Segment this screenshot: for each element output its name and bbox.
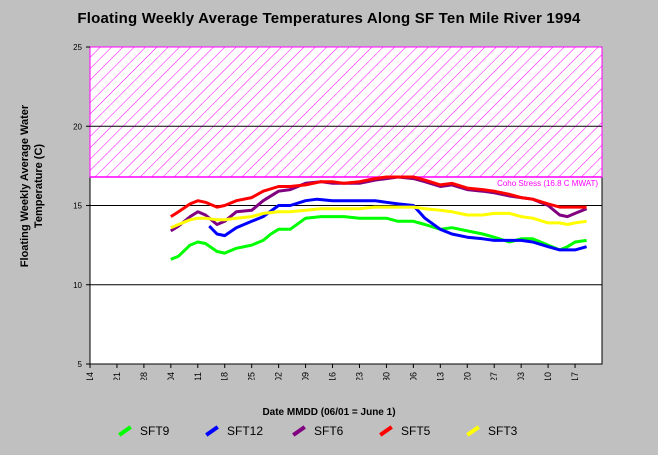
x-tick-label: 07/09 bbox=[301, 372, 311, 380]
legend-swatch bbox=[292, 425, 306, 437]
x-tick-label: 09/17 bbox=[570, 372, 580, 380]
x-axis-label: Date MMDD (06/01 = June 1) bbox=[262, 407, 396, 418]
chart-plot: Coho Stress (16.8 C MWAT) 5 10 15 20 25 05/14… bbox=[73, 43, 603, 380]
legend-swatch bbox=[118, 425, 132, 437]
legend-swatch bbox=[466, 425, 480, 437]
legend-label: SFT9 bbox=[140, 424, 170, 438]
legend-item-sft12: SFT12 bbox=[205, 424, 292, 438]
x-tick-label: 09/03 bbox=[516, 372, 526, 380]
legend-item-sft9: SFT9 bbox=[118, 424, 205, 438]
legend-label: SFT12 bbox=[227, 424, 264, 438]
y-tick-label: 15 bbox=[73, 202, 82, 211]
legend-item-sft6: SFT6 bbox=[292, 424, 379, 438]
x-tick-label: 06/18 bbox=[220, 372, 230, 380]
chart-title: Floating Weekly Average Temperatures Alo… bbox=[77, 10, 581, 27]
x-tick-label: 05/21 bbox=[112, 372, 122, 380]
x-tick-label: 07/02 bbox=[274, 372, 284, 380]
x-tick-label: 05/14 bbox=[85, 372, 95, 380]
y-tick-label: 10 bbox=[73, 281, 82, 290]
x-tick-label: 08/20 bbox=[462, 372, 472, 380]
x-tick-label: 07/23 bbox=[354, 372, 364, 380]
stress-hatch-region bbox=[89, 46, 603, 178]
legend-swatch bbox=[379, 425, 393, 437]
x-tick-label: 08/27 bbox=[489, 372, 499, 380]
y-tick-label: 5 bbox=[78, 360, 83, 369]
x-tick-label: 06/11 bbox=[193, 372, 203, 380]
x-tick-label: 06/25 bbox=[247, 372, 257, 380]
legend-swatch bbox=[205, 425, 219, 437]
legend-label: SFT6 bbox=[314, 424, 344, 438]
y-tick-label: 20 bbox=[73, 122, 82, 131]
x-tick-label: 07/16 bbox=[328, 372, 338, 380]
series-line-sft9 bbox=[170, 215, 587, 261]
x-tick-label: 07/30 bbox=[381, 372, 391, 380]
x-tick-label: 08/13 bbox=[435, 372, 445, 380]
series-line-sft3 bbox=[170, 205, 587, 230]
x-tick-label: 05/28 bbox=[139, 372, 149, 380]
x-tick-label: 06/04 bbox=[166, 372, 176, 380]
legend-item-sft3: SFT3 bbox=[466, 424, 553, 438]
legend-item-sft5: SFT5 bbox=[379, 424, 466, 438]
threshold-label: Coho Stress (16.8 C MWAT) bbox=[497, 179, 598, 188]
legend-label: SFT5 bbox=[401, 424, 431, 438]
legend: SFT9 SFT12 SFT6 SFT5 SFT3 bbox=[118, 424, 553, 438]
y-tick-label: 25 bbox=[73, 43, 82, 52]
x-tick-label: 09/10 bbox=[543, 372, 553, 380]
series-line-sft12 bbox=[208, 197, 588, 252]
series-line-sft5 bbox=[170, 175, 587, 218]
x-tick-label: 08/06 bbox=[408, 372, 418, 380]
legend-label: SFT3 bbox=[488, 424, 518, 438]
